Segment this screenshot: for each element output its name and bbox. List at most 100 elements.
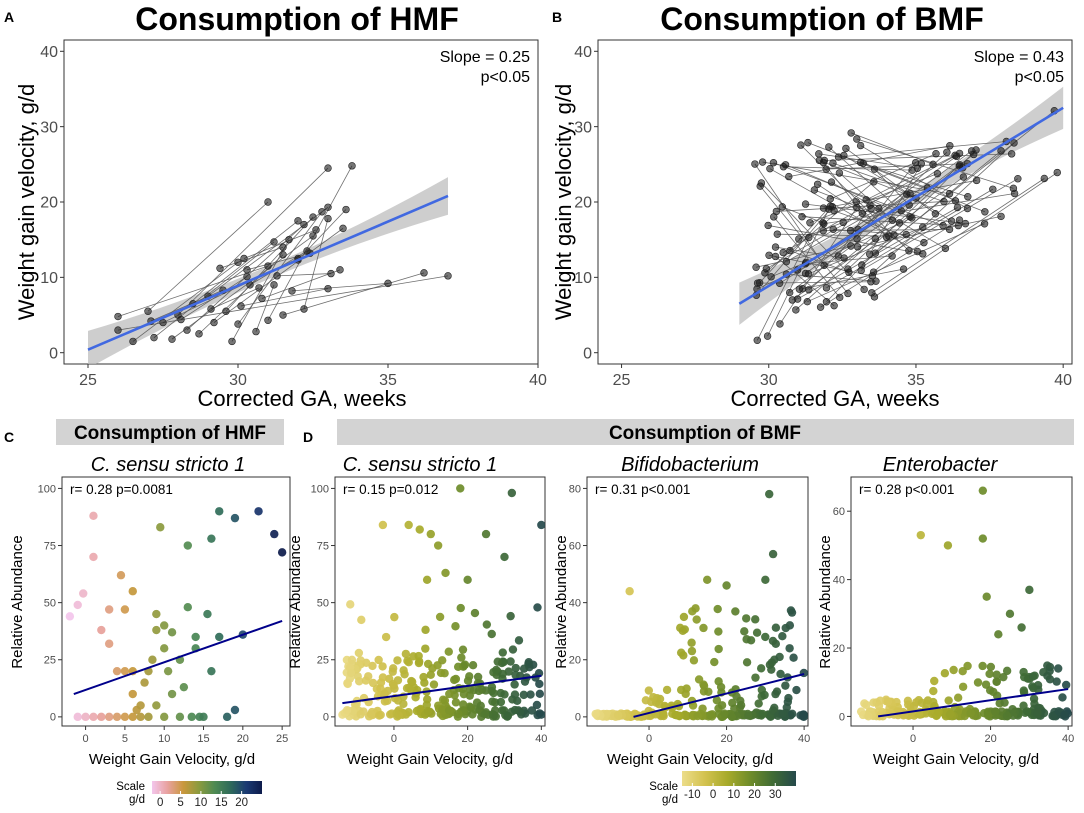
- panel-a: Consumption of HMF 25 30 35 40 0 10 20 30 40 Slo…: [14, 1, 547, 411]
- scatter-point: [374, 655, 383, 665]
- trajectory-line: [762, 161, 950, 195]
- panel-d2-ytick-label: 0: [575, 712, 581, 724]
- scatter-point: [1008, 711, 1018, 720]
- scatter-point: [482, 620, 492, 629]
- trajectory-point: [852, 198, 860, 206]
- scatter-point: [758, 709, 767, 719]
- trajectory-point: [940, 197, 948, 206]
- scatter-point: [346, 668, 356, 678]
- trajectory-point: [822, 284, 831, 292]
- scatter-point: [1043, 671, 1052, 681]
- trajectory-point: [781, 161, 790, 169]
- panel-b-xtick-label: 35: [907, 372, 925, 389]
- panel-d3-ytick-label: 20: [833, 643, 845, 655]
- trajectory-point: [890, 231, 898, 239]
- panel-a-xtick-label: 40: [529, 372, 547, 389]
- trajectory-point: [870, 293, 879, 301]
- scatter-point: [89, 511, 98, 521]
- trajectory-line: [243, 229, 317, 259]
- trajectory-point: [771, 243, 780, 251]
- scatter-point: [488, 697, 497, 706]
- panel-letter-d: D: [303, 429, 313, 445]
- trajectory-line: [824, 153, 1012, 161]
- trajectory-line: [132, 261, 239, 342]
- trajectory-point: [309, 213, 317, 221]
- scatter-point: [693, 711, 702, 721]
- trajectory-line: [802, 268, 904, 290]
- trajectory-line: [276, 273, 332, 277]
- scatter-point: [136, 701, 145, 710]
- trajectory-point: [258, 294, 266, 303]
- scatter-point: [761, 632, 770, 642]
- trajectory-line: [789, 250, 849, 273]
- scatter-point: [1039, 708, 1049, 718]
- trajectory-point: [324, 284, 332, 293]
- banner-c-text: Consumption of HMF: [74, 423, 266, 444]
- scatter-point: [989, 687, 998, 697]
- trajectory-point: [913, 247, 922, 256]
- scatter-point: [435, 612, 445, 622]
- scatter-point: [187, 712, 196, 722]
- trajectory-point: [819, 227, 827, 235]
- panel-d3-xtick-label: 40: [1062, 733, 1074, 745]
- scatter-point: [533, 603, 542, 612]
- scatter-point: [992, 670, 1001, 679]
- panel-b: Consumption of BMF 25 30 35 40 0 10 20 30 40 Slo…: [551, 1, 1073, 411]
- panel-c-ytick-label: 75: [44, 540, 56, 552]
- scatter-point: [438, 656, 447, 665]
- scatter-point: [426, 529, 435, 539]
- trajectory-point: [761, 269, 769, 277]
- trajectory-line: [866, 155, 956, 201]
- trajectory-point: [384, 279, 392, 288]
- panel-b-ytick-label: 20: [574, 195, 592, 212]
- trajectory-point: [875, 204, 883, 213]
- trajectory-point: [348, 162, 356, 170]
- trajectory-point: [932, 150, 940, 158]
- panel-b-pvalue: p<0.05: [1015, 69, 1064, 86]
- trajectory-line: [826, 163, 968, 170]
- panel-c-scale-units: g/d: [129, 794, 145, 806]
- scatter-point: [978, 534, 988, 543]
- panel-a-xtick-label: 30: [229, 372, 247, 389]
- trajectory-line: [820, 219, 960, 308]
- scatter-point: [444, 647, 453, 656]
- panel-b-ylabel: Weight gain velocity, g/d: [551, 84, 576, 320]
- scatter-point: [199, 712, 208, 722]
- panel-b-xlabel: Corrected GA, weeks: [730, 386, 939, 411]
- trajectory-point: [825, 143, 833, 151]
- trajectory-point: [150, 333, 158, 342]
- trajectory-point: [769, 159, 778, 167]
- trajectory-point: [786, 246, 794, 255]
- scatter-point: [874, 701, 884, 711]
- trajectory-line: [838, 141, 1007, 158]
- scatter-point: [468, 710, 477, 719]
- scatter-point: [1002, 666, 1012, 676]
- scatter-point: [270, 529, 279, 539]
- scatter-point: [783, 697, 793, 707]
- trajectory-point: [755, 278, 764, 287]
- scatter-point: [929, 686, 938, 696]
- trajectory-line: [874, 172, 1058, 298]
- trajectory-point: [803, 297, 812, 306]
- scatter-point: [985, 669, 994, 679]
- trajectory-point: [967, 147, 976, 155]
- panel-letter-b: B: [552, 9, 562, 25]
- scatter-point: [148, 655, 157, 664]
- panel-d2-xtick-label: 0: [646, 733, 652, 745]
- scatter-point: [175, 712, 185, 722]
- scatter-point: [798, 712, 808, 721]
- panel-d2-stat: r= 0.31 p<0.001: [595, 482, 690, 497]
- panel-d1-xtick-label: 20: [462, 733, 474, 745]
- panel-b-data: [738, 86, 1064, 344]
- trajectory-point: [951, 197, 960, 205]
- scatter-point: [591, 709, 600, 719]
- scatter-point: [776, 669, 785, 679]
- scatter-point: [404, 520, 413, 530]
- trajectory-point: [830, 301, 838, 310]
- scatter-point: [428, 664, 437, 673]
- panel-b-xtick-label: 40: [1054, 372, 1072, 389]
- trajectory-point: [764, 221, 772, 230]
- trajectory-point: [846, 226, 855, 235]
- trajectory-point: [847, 242, 855, 250]
- trajectory-point: [327, 269, 335, 278]
